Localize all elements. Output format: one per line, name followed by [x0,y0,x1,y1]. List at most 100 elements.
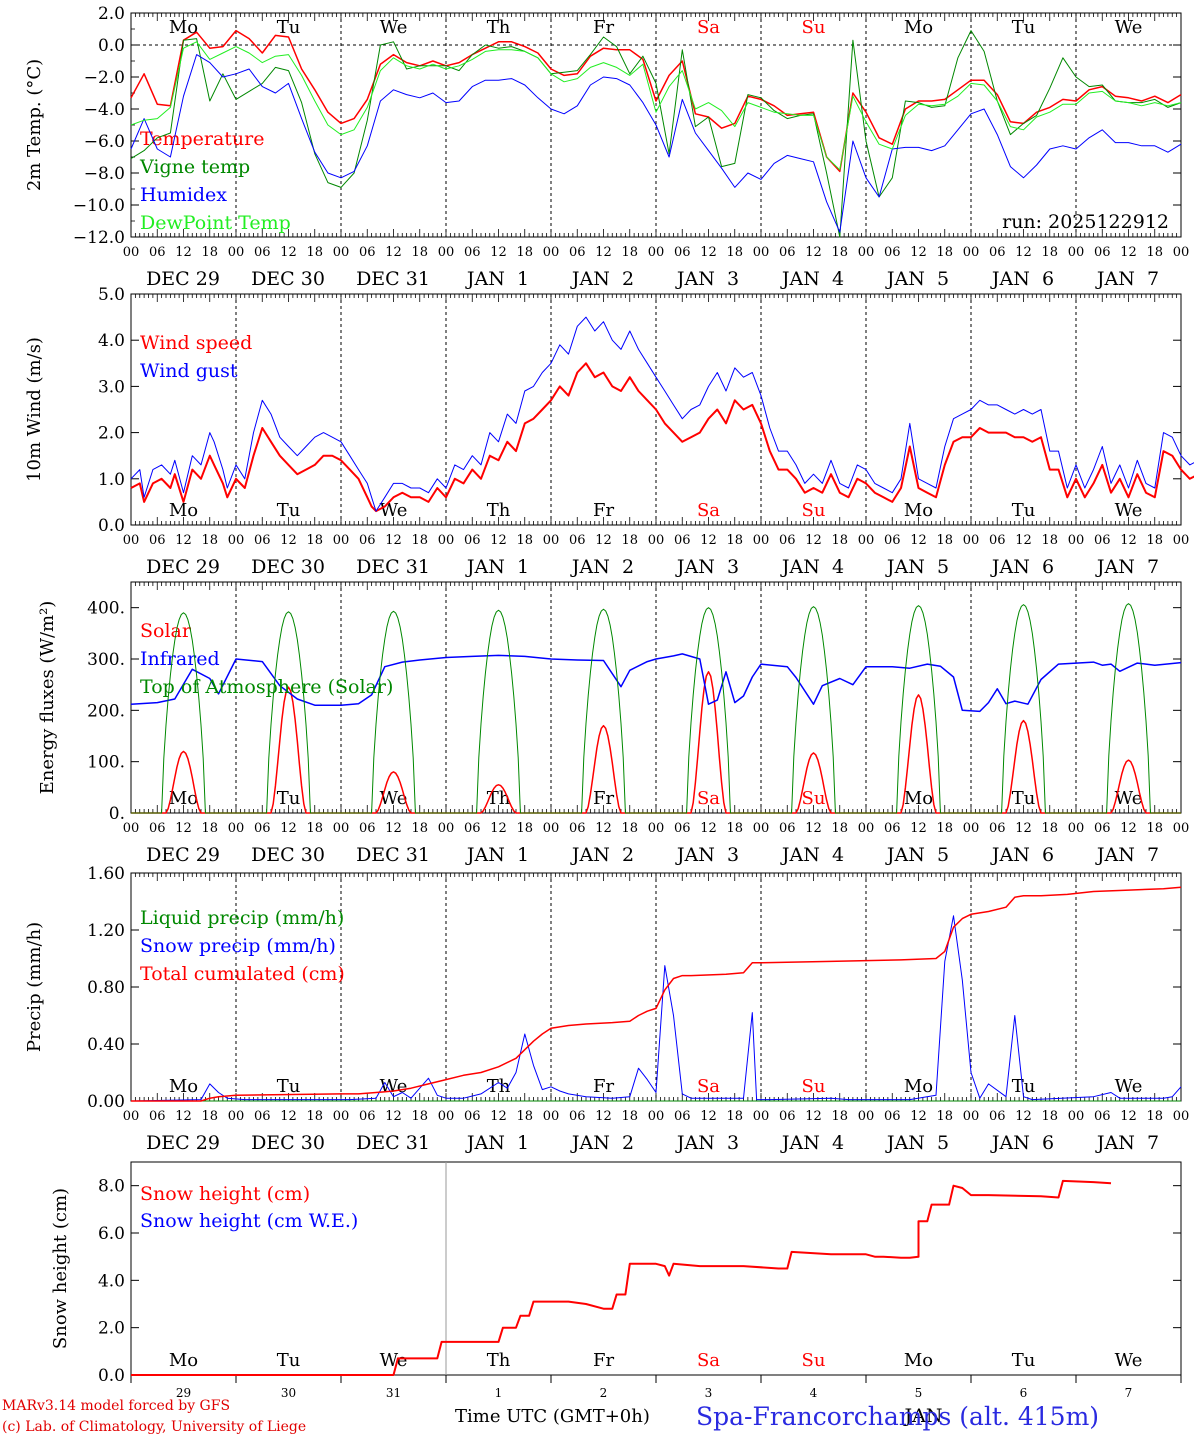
hour-label: 18 [1041,245,1058,260]
series-line-wind-gust [130,316,1194,512]
weekday-label: Sa [697,500,720,521]
y-tick-label: −6.0 [84,132,125,152]
hour-label: 00 [228,533,245,548]
day-label: JAN 4 [780,1132,844,1154]
hour-label: 12 [805,1109,822,1124]
weekday-label: Fr [593,1350,614,1371]
hour-label: 18 [516,821,533,836]
hour-label: 06 [464,821,481,836]
weekday-label: Mo [904,1076,933,1097]
hour-label: 06 [254,821,271,836]
day-label: DEC 30 [251,556,325,578]
y-tick-label: 4.0 [98,331,125,351]
hour-label: 18 [1041,821,1058,836]
day-label: JAN 1 [465,844,529,866]
y-tick-label: 3.0 [98,377,125,397]
weekday-label: Mo [904,788,933,809]
legend-entry: DewPoint Temp [140,212,291,234]
hour-label: 06 [779,533,796,548]
hour-label: 00 [648,1109,665,1124]
hour-label: 18 [1146,245,1163,260]
hour-label: 00 [963,533,980,548]
y-axis-label: Energy fluxes (W/m²) [37,601,58,795]
hour-label: 18 [936,533,953,548]
hour-label: 18 [936,245,953,260]
day-label: JAN 2 [570,1132,634,1154]
hour-label: 18 [726,821,743,836]
weekday-label: Tu [277,1350,301,1371]
day-label: DEC 29 [146,268,220,290]
day-label: DEC 30 [251,268,325,290]
hour-label: 06 [359,533,376,548]
hour-label: 06 [464,245,481,260]
legend-entry: Total cumulated (cm) [140,963,345,985]
legend-entry: Wind speed [140,332,252,354]
day-label: JAN 5 [885,844,949,866]
hour-label: 00 [438,533,455,548]
y-tick-label: 8.0 [98,1177,125,1197]
series-line-humidex [130,54,1182,233]
weekday-label: Th [487,1350,511,1371]
day-label: JAN 6 [990,1132,1054,1154]
hour-label: 06 [884,821,901,836]
hour-label: 00 [438,821,455,836]
weekday-label: Su [802,17,826,38]
hour-label: 12 [175,1109,192,1124]
day-label: JAN 5 [885,268,949,290]
hour-label: 18 [621,1109,638,1124]
weekday-label: Fr [593,17,614,38]
hour-label: 18 [306,245,323,260]
weekday-label: Th [487,1076,511,1097]
series-line-total-cumulated-cm- [131,886,1182,1102]
hour-label: 12 [490,245,507,260]
y-tick-label: 300. [87,650,125,670]
hour-label: 18 [1146,533,1163,548]
weekday-label: Tu [1012,788,1036,809]
hour-label: 06 [989,533,1006,548]
hour-label: 06 [1094,533,1111,548]
hour-label: 18 [831,821,848,836]
day-label: JAN 7 [1095,844,1159,866]
weekday-label: Mo [904,1350,933,1371]
weekday-label: Tu [1012,1076,1036,1097]
hour-label: 00 [858,533,875,548]
day-label: JAN 2 [570,844,634,866]
y-tick-label: 100. [87,753,125,773]
weekday-label: Tu [277,788,301,809]
weekday-label: Tu [1012,500,1036,521]
weekday-label: Mo [169,1350,198,1371]
station-label: Spa-Francorchamps (alt. 415m) [696,1402,1100,1431]
hour-label: 18 [201,245,218,260]
y-tick-label: 2.0 [98,4,125,24]
hour-label: 00 [963,245,980,260]
weekday-label: Mo [904,17,933,38]
hour-label: 18 [411,245,428,260]
hour-label: 18 [936,821,953,836]
hour-label: 12 [385,821,402,836]
y-tick-label: 0.0 [98,516,125,536]
hour-label: 00 [648,245,665,260]
hour-label: 06 [1094,1109,1111,1124]
weekday-label: Th [487,500,511,521]
weekday-label: We [1115,17,1143,38]
weekday-label: Tu [277,1076,301,1097]
hour-label: 18 [1041,533,1058,548]
legend-entry: Liquid precip (mm/h) [140,907,344,929]
weekday-label: Mo [904,500,933,521]
hour-label: 00 [858,821,875,836]
lab-credit: (c) Lab. of Climatology, University of L… [2,1419,307,1435]
month-label: JAN [903,1405,943,1427]
hour-label: 06 [989,821,1006,836]
hour-label: 06 [674,245,691,260]
hour-label: 12 [385,533,402,548]
hour-label: 00 [753,1109,770,1124]
hour-label: 00 [438,1109,455,1124]
day-label: JAN 7 [1095,1132,1159,1154]
day-label: JAN 6 [990,268,1054,290]
weekday-label: Mo [169,17,198,38]
y-tick-label: 0.80 [87,978,125,998]
day-label: JAN 4 [780,268,844,290]
day-label: JAN 3 [675,268,739,290]
series-line-snow-height-cm- [131,1179,1112,1376]
hour-label: 00 [1068,245,1085,260]
